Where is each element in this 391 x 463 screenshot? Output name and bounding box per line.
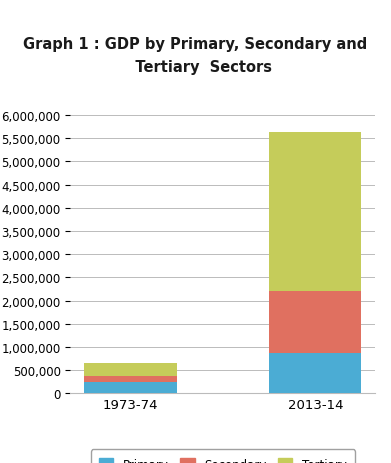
Bar — [269, 292, 362, 353]
Bar — [84, 376, 177, 382]
Bar — [84, 363, 177, 376]
Bar — [269, 133, 362, 292]
Bar — [84, 382, 177, 394]
Text: Graph 1 : GDP by Primary, Secondary and: Graph 1 : GDP by Primary, Secondary and — [23, 37, 368, 52]
Text: Tertiary  Sectors: Tertiary Sectors — [120, 60, 271, 75]
Legend: Primary, Secondary, Tertiary: Primary, Secondary, Tertiary — [91, 450, 355, 463]
Bar — [269, 353, 362, 394]
